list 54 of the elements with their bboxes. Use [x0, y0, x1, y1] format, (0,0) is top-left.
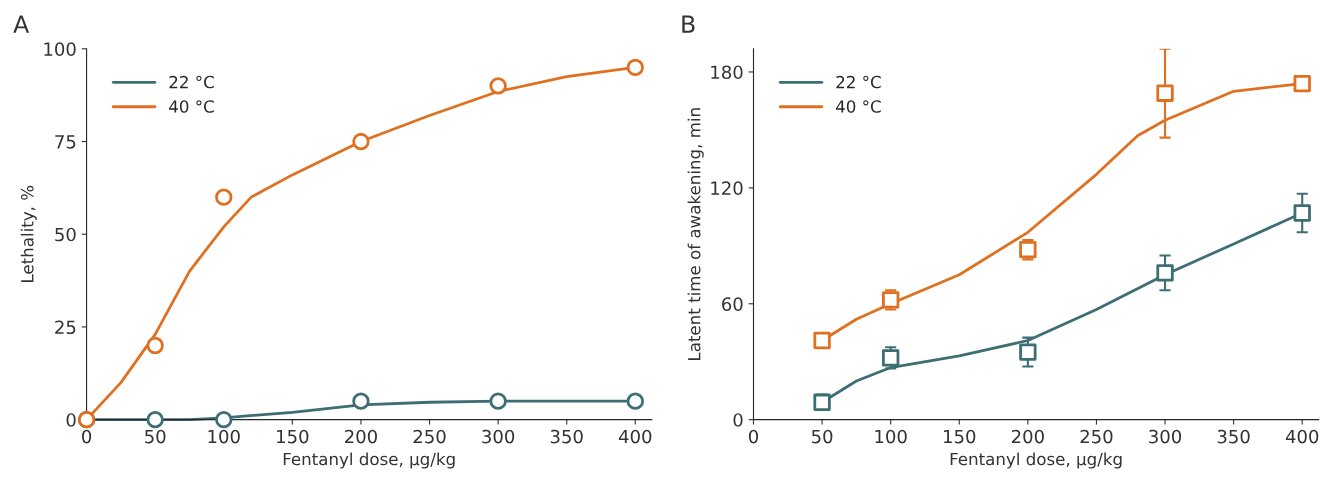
y-tick-label: 60	[722, 297, 743, 311]
point	[1156, 264, 1174, 282]
point	[1293, 204, 1311, 222]
point	[146, 336, 164, 355]
legend-label: 40 °C	[169, 100, 214, 113]
x-axis-title: Fentanyl dose, μg/kg	[950, 452, 1122, 469]
point	[215, 188, 233, 206]
x-tick-label: 400	[618, 429, 652, 444]
point	[813, 393, 831, 411]
point	[215, 411, 233, 429]
y-tick-label: 100	[44, 42, 76, 56]
y-tick-label: 0	[66, 413, 76, 427]
x-tick-label: 300	[482, 429, 515, 444]
x-tick-label: 200	[1011, 429, 1044, 444]
x-tick-label: 250	[413, 429, 446, 444]
x-tick-label: 200	[345, 429, 377, 444]
x-tick-label: 100	[875, 429, 907, 444]
x-axis-title: Fentanyl dose, μg/kg	[283, 452, 455, 469]
x-tick-label: 350	[550, 429, 583, 444]
x-tick-label: 150	[944, 429, 976, 444]
point	[352, 392, 370, 410]
point	[626, 392, 644, 410]
y-axis-title: Lethality, %	[20, 185, 37, 282]
x-tick-label: 150	[277, 429, 309, 444]
point	[352, 132, 370, 151]
x-tick-label: 50	[145, 429, 166, 444]
chart-title: B	[682, 15, 695, 33]
y-tick-label: 180	[711, 65, 743, 80]
x-tick-label: 300	[1149, 429, 1182, 444]
point	[1293, 74, 1311, 93]
point	[626, 58, 644, 77]
x-tick-label: 100	[208, 429, 240, 444]
y-tick-label: 75	[55, 135, 76, 149]
x-tick-label: 50	[811, 429, 833, 444]
y-tick-label: 25	[55, 320, 76, 335]
y-tick-label: 120	[711, 181, 743, 195]
chart-title: A	[13, 15, 30, 33]
y-tick-label: 50	[55, 227, 76, 242]
x-tick-label: 0	[82, 429, 92, 444]
legend-label: 22 °C	[169, 75, 214, 89]
x-tick-label: 400	[1285, 429, 1319, 444]
y-axis-title: Latent time of awakening, min	[687, 108, 704, 360]
point	[813, 331, 831, 350]
point	[146, 411, 164, 429]
x-tick-label: 0	[748, 429, 759, 444]
x-tick-label: 350	[1217, 429, 1250, 444]
legend-label: 40 °C	[835, 100, 881, 113]
point	[1156, 84, 1174, 102]
legend-label: 22 °C	[836, 75, 881, 89]
point	[489, 392, 507, 410]
point	[489, 77, 507, 95]
point	[1019, 343, 1037, 361]
y-tick-label: 0	[733, 413, 743, 427]
x-tick-label: 250	[1080, 429, 1113, 444]
